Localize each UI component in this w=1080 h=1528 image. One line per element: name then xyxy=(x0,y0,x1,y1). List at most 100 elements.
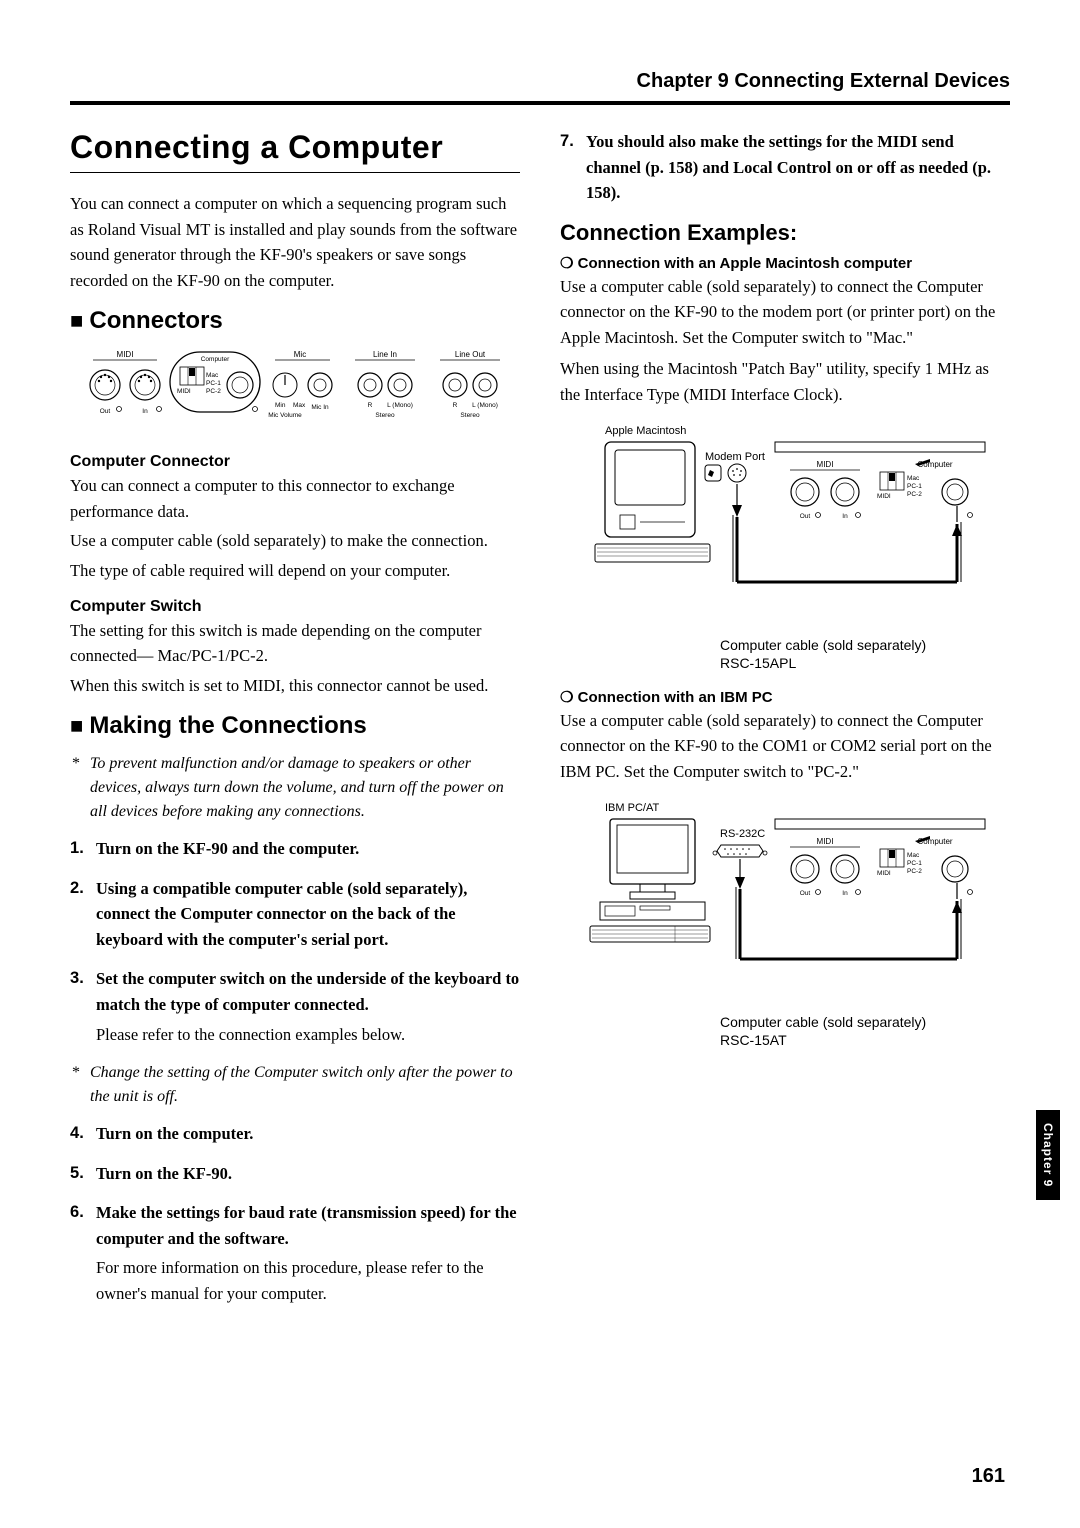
svg-text:PC-2: PC-2 xyxy=(907,868,922,875)
mac-p2: When using the Macintosh "Patch Bay" uti… xyxy=(560,356,1010,407)
svg-text:In: In xyxy=(842,890,848,897)
svg-text:Line In: Line In xyxy=(373,350,397,359)
ibm-connection-heading: Connection with an IBM PC xyxy=(560,688,1010,706)
step-1-text: Turn on the KF-90 and the computer. xyxy=(96,839,359,858)
mac-caption-l1: Computer cable (sold separately) xyxy=(720,637,926,653)
ibm-caption-l1: Computer cable (sold separately) xyxy=(720,1014,926,1030)
svg-text:Computer: Computer xyxy=(917,837,952,846)
step-6-text: Make the settings for baud rate (transmi… xyxy=(96,1203,517,1248)
svg-text:Mic Volume: Mic Volume xyxy=(268,412,302,419)
connectors-diagram: MIDI Out In Computer xyxy=(70,347,520,437)
computer-connector-heading: Computer Connector xyxy=(70,453,520,471)
caution-note-2: *Change the setting of the Computer swit… xyxy=(90,1061,520,1109)
computer-connector-p3: The type of cable required will depend o… xyxy=(70,558,520,584)
step-5-text: Turn on the KF-90. xyxy=(96,1164,232,1183)
svg-text:MIDI: MIDI xyxy=(877,493,891,500)
ibm-connection-heading-text: Connection with an IBM PC xyxy=(578,689,773,706)
step-7: You should also make the settings for th… xyxy=(560,129,1010,206)
svg-text:Mac: Mac xyxy=(907,852,920,859)
steps-list-2: Turn on the computer. Turn on the KF-90.… xyxy=(70,1121,520,1306)
svg-text:Mic: Mic xyxy=(294,350,306,359)
page-title: Connecting a Computer xyxy=(70,129,520,173)
svg-text:Max: Max xyxy=(293,402,306,409)
svg-text:MIDI: MIDI xyxy=(877,870,891,877)
steps-list-3: You should also make the settings for th… xyxy=(560,129,1010,206)
chapter-side-tab: Chapter 9 xyxy=(1036,1110,1060,1200)
computer-switch-p1: The setting for this switch is made depe… xyxy=(70,618,520,669)
connectors-heading-text: Connectors xyxy=(89,307,222,334)
svg-text:MIDI: MIDI xyxy=(817,460,834,469)
step-3-sub: Please refer to the connection examples … xyxy=(96,1022,520,1048)
ibm-caption-l2: RSC-15AT xyxy=(720,1032,787,1048)
svg-text:MIDI: MIDI xyxy=(817,837,834,846)
svg-text:RS-232C: RS-232C xyxy=(720,828,765,840)
right-column: You should also make the settings for th… xyxy=(560,129,1010,1321)
step-4: Turn on the computer. xyxy=(70,1121,520,1147)
svg-text:R: R xyxy=(453,402,458,409)
svg-text:Min: Min xyxy=(275,402,286,409)
svg-text:Modem Port: Modem Port xyxy=(705,451,765,463)
ibm-diagram: IBM PC/AT RS-232C xyxy=(560,799,1010,1009)
mac-connection-heading-text: Connection with an Apple Macintosh compu… xyxy=(578,255,912,272)
svg-text:In: In xyxy=(842,513,848,520)
step-2: Using a compatible computer cable (sold … xyxy=(70,876,520,953)
svg-text:Out: Out xyxy=(800,513,811,520)
mac-diagram: Apple Macintosh Modem Port xyxy=(560,422,1010,632)
steps-list-1: Turn on the KF-90 and the computer. Usin… xyxy=(70,836,520,1047)
caution-note-1: *To prevent malfunction and/or damage to… xyxy=(90,752,520,824)
svg-text:PC-1: PC-1 xyxy=(907,483,922,490)
mac-caption-l2: RSC-15APL xyxy=(720,655,796,671)
svg-text:Computer: Computer xyxy=(201,356,230,363)
step-7-text: You should also make the settings for th… xyxy=(586,132,991,202)
ibm-p1: Use a computer cable (sold separately) t… xyxy=(560,708,1010,785)
svg-text:R: R xyxy=(368,402,373,409)
svg-text:Mac: Mac xyxy=(206,372,219,379)
svg-text:Apple Macintosh: Apple Macintosh xyxy=(605,425,686,437)
mac-connection-heading: Connection with an Apple Macintosh compu… xyxy=(560,254,1010,272)
svg-text:PC-2: PC-2 xyxy=(907,491,922,498)
making-connections-heading-text: Making the Connections xyxy=(89,712,366,739)
left-column: Connecting a Computer You can connect a … xyxy=(70,129,520,1321)
svg-text:PC-1: PC-1 xyxy=(206,380,221,387)
svg-text:PC-2: PC-2 xyxy=(206,388,221,395)
ibm-diagram-caption: Computer cable (sold separately) RSC-15A… xyxy=(720,1013,1010,1049)
step-6-sub: For more information on this procedure, … xyxy=(96,1255,520,1306)
svg-text:Out: Out xyxy=(100,408,111,415)
step-3: Set the computer switch on the underside… xyxy=(70,966,520,1047)
connectors-heading: Connectors xyxy=(70,307,520,335)
step-4-text: Turn on the computer. xyxy=(96,1124,253,1143)
computer-switch-p2: When this switch is set to MIDI, this co… xyxy=(70,673,520,699)
svg-text:In: In xyxy=(142,408,148,415)
svg-text:Mic In: Mic In xyxy=(311,404,329,411)
computer-connector-p1: You can connect a computer to this conne… xyxy=(70,473,520,524)
svg-text:Mac: Mac xyxy=(907,475,920,482)
computer-connector-p2: Use a computer cable (sold separately) t… xyxy=(70,528,520,554)
svg-text:L (Mono): L (Mono) xyxy=(387,402,413,409)
svg-text:Computer: Computer xyxy=(917,460,952,469)
page-number: 161 xyxy=(972,1465,1005,1488)
svg-text:L (Mono): L (Mono) xyxy=(472,402,498,409)
svg-text:PC-1: PC-1 xyxy=(907,860,922,867)
step-1: Turn on the KF-90 and the computer. xyxy=(70,836,520,862)
svg-text:Line Out: Line Out xyxy=(455,350,486,359)
step-6: Make the settings for baud rate (transmi… xyxy=(70,1200,520,1306)
caution-note-2-text: Change the setting of the Computer switc… xyxy=(90,1064,513,1105)
svg-text:Stereo: Stereo xyxy=(460,412,480,419)
mac-diagram-caption: Computer cable (sold separately) RSC-15A… xyxy=(720,636,1010,672)
connection-examples-heading: Connection Examples: xyxy=(560,220,1010,246)
mac-p1: Use a computer cable (sold separately) t… xyxy=(560,274,1010,351)
chapter-header: Chapter 9 Connecting External Devices xyxy=(70,70,1010,93)
svg-text:Out: Out xyxy=(800,890,811,897)
step-5: Turn on the KF-90. xyxy=(70,1161,520,1187)
header-rule xyxy=(70,101,1010,105)
intro-paragraph: You can connect a computer on which a se… xyxy=(70,191,520,293)
caution-note-1-text: To prevent malfunction and/or damage to … xyxy=(90,755,504,820)
svg-text:Stereo: Stereo xyxy=(375,412,395,419)
svg-text:MIDI: MIDI xyxy=(177,388,191,395)
computer-switch-heading: Computer Switch xyxy=(70,598,520,616)
svg-text:IBM PC/AT: IBM PC/AT xyxy=(605,802,659,814)
making-connections-heading: Making the Connections xyxy=(70,712,520,740)
step-2-text: Using a compatible computer cable (sold … xyxy=(96,879,467,949)
step-3-text: Set the computer switch on the underside… xyxy=(96,969,519,1014)
svg-text:MIDI: MIDI xyxy=(117,350,134,359)
